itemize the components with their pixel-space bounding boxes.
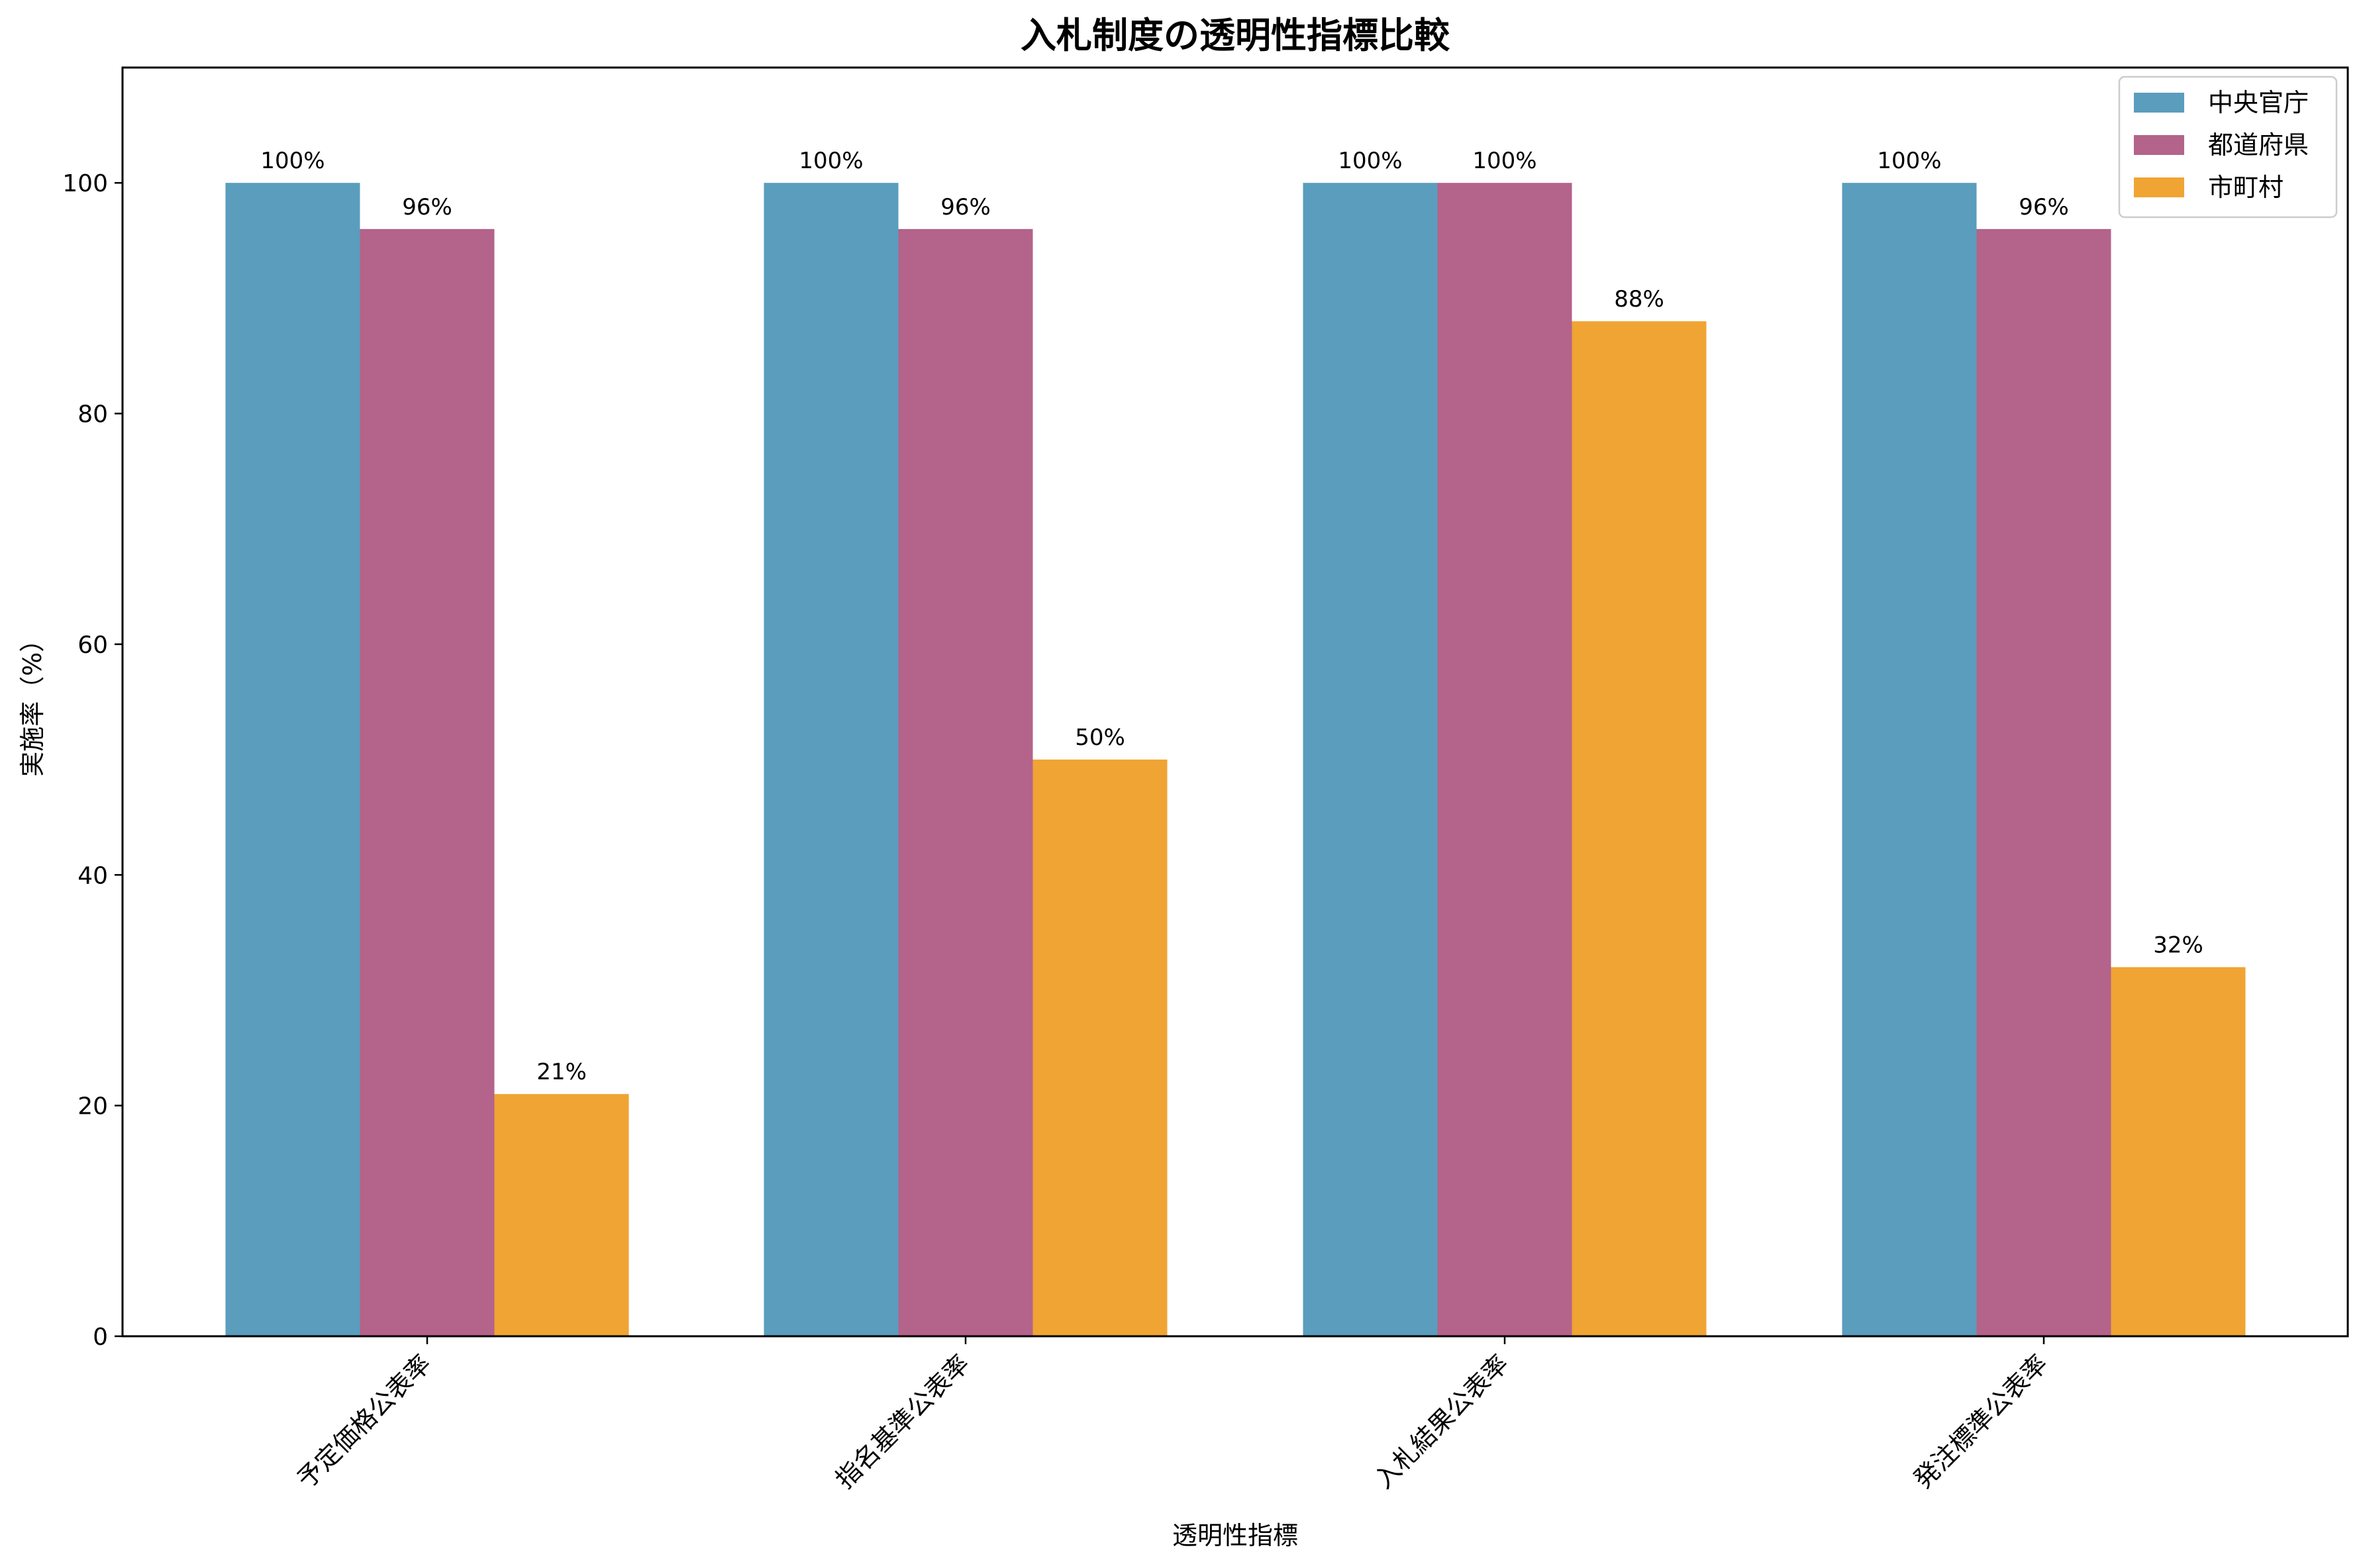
- bar-1-4: [1842, 183, 1977, 1336]
- bars-layer: [225, 183, 2246, 1337]
- y-tick-label: 20: [77, 1093, 108, 1120]
- bar-1-2: [764, 183, 899, 1336]
- y-tick-label: 40: [77, 862, 108, 889]
- legend-label-1: 中央官庁: [2208, 88, 2309, 117]
- bar-3-2: [1032, 760, 1168, 1336]
- data-label-3-2: 50%: [1075, 724, 1125, 751]
- bar-2-1: [360, 228, 495, 1337]
- bar-3-3: [1572, 321, 1707, 1337]
- y-tick-label: 60: [77, 632, 108, 659]
- data-labels-layer: 100% 96% 21% 100% 96% 50% 100% 100% 88% 100% 96% 32…: [260, 148, 2203, 1085]
- bar-1-1: [225, 183, 360, 1336]
- bar-2-3: [1437, 183, 1572, 1336]
- data-label-3-4: 32%: [2153, 932, 2203, 959]
- data-label-1-4: 100%: [1877, 148, 1941, 174]
- data-label-3-1: 21%: [536, 1059, 587, 1085]
- data-label-2-1: 96%: [402, 194, 452, 220]
- legend-label-2: 都道府県: [2208, 130, 2309, 160]
- data-label-2-2: 96%: [940, 194, 991, 220]
- bar-1-3: [1303, 183, 1438, 1336]
- y-tick-label: 100: [62, 170, 108, 197]
- y-tick-label: 0: [93, 1324, 108, 1351]
- legend-swatch-3: [2134, 177, 2184, 197]
- data-label-1-2: 100%: [799, 148, 863, 174]
- data-label-2-4: 96%: [2019, 194, 2069, 220]
- data-label-1-1: 100%: [260, 148, 325, 174]
- bar-3-4: [2111, 967, 2246, 1336]
- y-axis-label: 実施率（%）: [18, 627, 47, 777]
- legend-swatch-2: [2134, 135, 2184, 155]
- data-label-2-3: 100%: [1472, 148, 1536, 174]
- data-label-3-3: 88%: [1614, 286, 1664, 313]
- legend-label-3: 市町村: [2208, 173, 2284, 202]
- bar-2-2: [898, 228, 1033, 1337]
- x-axis-label: 透明性指標: [1172, 1521, 1298, 1550]
- y-axis: 0 20 40 60 80 100: [62, 170, 123, 1351]
- bar-2-4: [1976, 228, 2111, 1337]
- chart-title: 入札制度の透明性指標比較: [1021, 15, 1450, 56]
- plot-frame: [121, 66, 2349, 1338]
- data-label-1-3: 100%: [1338, 148, 1402, 174]
- bar-3-1: [494, 1094, 629, 1336]
- y-tick-label: 80: [77, 401, 108, 428]
- legend-swatch-1: [2134, 93, 2184, 113]
